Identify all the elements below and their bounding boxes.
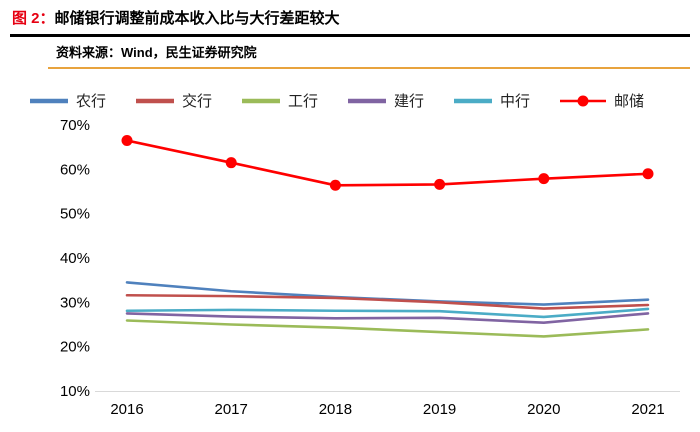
figure-number: 图 2： [12,10,55,27]
x-tick-label: 2018 [319,401,352,418]
y-tick-label: 70% [60,117,90,134]
figure-header: 图 2：邮储银行调整前成本收入比与大行差距较大 资料来源：Wind，民生证券研究… [0,0,700,69]
series-marker [434,178,446,190]
y-tick-label: 30% [60,294,90,311]
legend-label: 邮储 [614,93,644,110]
figure-title-row: 图 2：邮储银行调整前成本收入比与大行差距较大 [0,0,700,34]
legend-label: 工行 [288,93,318,110]
series-marker [538,173,550,185]
series-line-建行 [125,312,650,325]
source-divider [48,67,690,69]
series-marker [225,157,237,169]
legend-label: 交行 [182,92,212,110]
series-marker [642,168,654,180]
series-marker [121,135,133,147]
x-tick-label: 2016 [110,401,143,418]
line-chart: 70% 60% 50% 40% 30% 20% 10% 2016 2017 2018 2019 202… [30,92,680,418]
y-tick-label: 50% [60,206,90,223]
x-tick-label: 2017 [215,401,248,418]
x-tick-label: 2021 [631,401,664,418]
legend-label: 中行 [500,93,530,110]
figure-title: 邮储银行调整前成本收入比与大行差距较大 [54,10,340,27]
legend-label: 建行 [394,93,424,110]
x-tick-label: 2020 [527,401,560,418]
y-tick-label: 40% [60,250,90,267]
x-tick-label: 2019 [423,401,456,418]
source-note: 资料来源：Wind，民生证券研究院 [56,45,257,60]
series-line-交行 [125,293,650,310]
title-divider [10,34,690,37]
series-line-邮储 [125,139,650,187]
series-line-工行 [125,319,650,338]
y-tick-label: 60% [60,161,90,178]
legend-label: 农行 [76,93,106,110]
series-marker [329,179,341,191]
y-tick-label: 20% [60,339,90,356]
series-line-中行 [125,307,650,319]
legend-marker [577,95,589,107]
y-tick-label: 10% [60,383,90,400]
